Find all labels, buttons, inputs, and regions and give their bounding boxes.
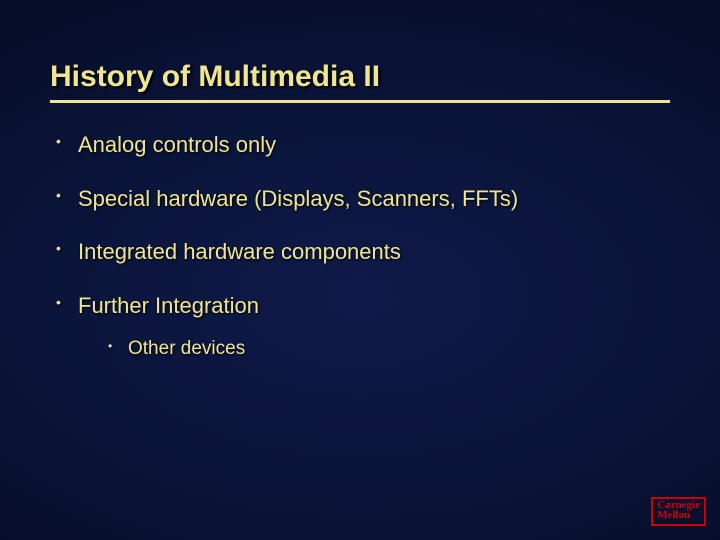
list-item-text: Integrated hardware components — [78, 239, 401, 264]
sub-bullet-list: Other devices — [78, 337, 670, 361]
title-rule — [50, 100, 670, 103]
logo-line-2: Mellon — [657, 511, 700, 521]
sub-list-item: Other devices — [78, 337, 670, 361]
sub-list-item-text: Other devices — [128, 338, 245, 359]
slide-title: History of Multimedia II — [50, 60, 670, 100]
slide: History of Multimedia II Analog controls… — [0, 0, 720, 540]
list-item: Special hardware (Displays, Scanners, FF… — [50, 185, 670, 213]
bullet-list: Analog controls only Special hardware (D… — [50, 131, 670, 361]
list-item: Analog controls only — [50, 131, 670, 159]
list-item-text: Special hardware (Displays, Scanners, FF… — [78, 186, 518, 211]
list-item-text: Analog controls only — [78, 132, 276, 157]
carnegie-mellon-logo: Carnegie Mellon — [651, 497, 706, 526]
list-item: Further Integration Other devices — [50, 292, 670, 361]
list-item: Integrated hardware components — [50, 238, 670, 266]
list-item-text: Further Integration — [78, 293, 259, 318]
